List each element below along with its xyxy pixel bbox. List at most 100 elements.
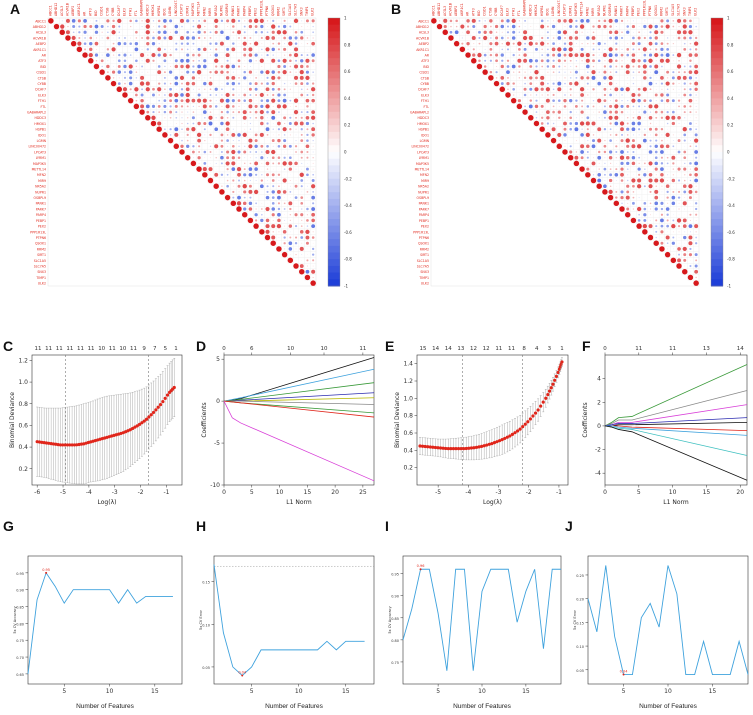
correlation-dot [494, 24, 499, 29]
correlation-dot [620, 53, 624, 57]
correlation-dot [163, 110, 167, 114]
correlation-dot [307, 248, 308, 250]
correlation-dot [295, 88, 297, 90]
correlation-dot [500, 82, 504, 85]
correlation-dot [300, 213, 304, 217]
colorbar-segment [711, 178, 723, 186]
correlation-dot [248, 167, 253, 171]
correlation-dot [135, 93, 138, 97]
deviance-point [68, 443, 72, 447]
row-label: SNX3 [420, 270, 429, 274]
correlation-dot [598, 37, 600, 39]
correlation-dot [695, 128, 698, 131]
correlation-dot [603, 87, 607, 91]
diagonal-dot [59, 29, 65, 35]
correlation-dot [118, 25, 121, 28]
correlation-dot [655, 230, 658, 233]
panel-a: ABCC1 ABCC1 ABHD12 ABHD12 ACSL3 ACSL3 ACVR1B AC… [0, 0, 376, 320]
row-label: GABARAPL2 [27, 111, 46, 115]
correlation-dot [180, 99, 184, 103]
correlation-dot [558, 71, 561, 74]
correlation-dot [654, 93, 658, 97]
correlation-dot [591, 144, 596, 149]
correlation-dot [175, 111, 178, 114]
correlation-dot [306, 185, 308, 187]
correlation-dot [621, 133, 624, 136]
row-label: HDDC3 [34, 116, 46, 120]
correlation-dot [564, 71, 566, 73]
correlation-dot [288, 122, 292, 125]
correlation-dot [289, 105, 291, 107]
correlation-dot [688, 76, 693, 80]
correlation-dot [151, 41, 156, 46]
correlation-dot [683, 19, 687, 23]
correlation-dot [277, 128, 281, 131]
correlation-dot [261, 202, 263, 204]
col-label: ULK2 [694, 8, 698, 16]
correlation-dot [174, 30, 178, 34]
correlation-dot [694, 269, 699, 274]
correlation-dot [694, 70, 699, 75]
colorbar-segment [711, 219, 723, 227]
correlation-dot [209, 99, 212, 102]
correlation-dot [181, 134, 183, 136]
correlation-dot [118, 53, 121, 57]
correlation-dot [243, 53, 247, 57]
correlation-dot [627, 77, 629, 79]
correlation-dot [227, 26, 229, 28]
col-label: PARK7 [620, 6, 624, 16]
diagonal-dot [162, 132, 168, 138]
correlation-dot [695, 94, 697, 96]
correlation-dot [689, 42, 692, 45]
correlation-dot [312, 242, 314, 244]
correlation-dot [288, 167, 293, 171]
correlation-dot [683, 71, 686, 74]
colorbar-segment [328, 178, 340, 186]
correlation-dot [78, 36, 81, 39]
correlation-dot [210, 26, 211, 27]
correlation-dot [204, 71, 206, 73]
correlation-dot [288, 41, 293, 46]
col-label: PEBP1 [631, 6, 635, 16]
correlation-dot [197, 30, 201, 34]
row-label: LINC00472 [412, 145, 429, 149]
correlation-dot [135, 99, 138, 102]
correlation-dot [694, 48, 698, 51]
correlation-dot [203, 19, 207, 23]
correlation-dot [192, 88, 194, 90]
row-label: IDO1 [38, 133, 46, 137]
correlation-dot [638, 83, 640, 84]
correlation-dot [671, 115, 676, 120]
correlation-dot [553, 20, 555, 22]
correlation-dot [145, 87, 150, 92]
correlation-dot [179, 18, 185, 23]
correlation-dot [249, 77, 251, 79]
correlation-dot [654, 167, 658, 171]
correlation-dot [604, 180, 606, 181]
correlation-dot [163, 99, 167, 103]
correlation-dot [695, 185, 697, 187]
correlation-dot [529, 82, 533, 85]
correlation-dot [518, 65, 521, 68]
correlation-dot [282, 127, 287, 132]
correlation-dot [677, 36, 681, 40]
correlation-dot [266, 82, 269, 85]
correlation-dot [608, 155, 613, 160]
correlation-dot [118, 77, 120, 79]
correlation-dot [672, 88, 674, 90]
correlation-dot [609, 122, 612, 125]
correlation-dot [255, 151, 258, 153]
correlation-dot [214, 127, 219, 132]
correlation-dot [581, 99, 584, 102]
correlation-dot [301, 100, 303, 102]
correlation-dot [683, 88, 686, 91]
correlation-dot [620, 195, 624, 200]
correlation-dot [226, 168, 229, 171]
correlation-dot [574, 70, 578, 74]
correlation-heatmap-a: ABCC1ABCC1ABHD12ABHD12ACSL3ACSL3ACVR1BAC… [27, 0, 352, 289]
correlation-dot [604, 48, 606, 51]
correlation-dot [220, 116, 224, 120]
correlation-dot [581, 37, 583, 39]
correlation-dot [649, 65, 652, 68]
correlation-dot [684, 265, 686, 267]
